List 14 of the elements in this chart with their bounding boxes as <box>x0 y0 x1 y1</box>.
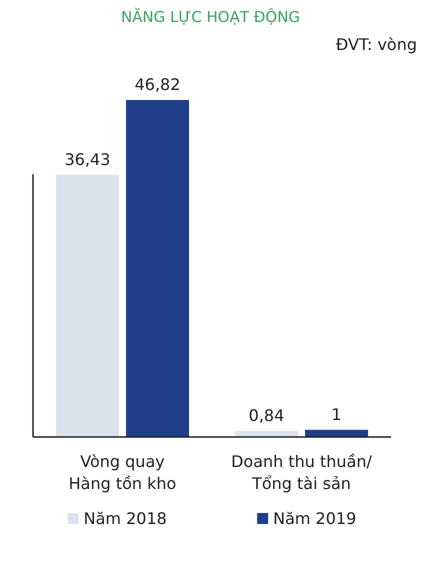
text: ĐVT: vòng <box>336 35 417 54</box>
data-label: 36,43 <box>64 150 110 169</box>
bar <box>56 174 119 437</box>
legend-label: Năm 2018 <box>84 509 167 528</box>
x-tick-label: Vòng quay Hàng tồn kho <box>68 452 176 493</box>
data-label: 1 <box>331 404 342 424</box>
legend-label: Năm 2019 <box>273 509 356 528</box>
x-tick-label: Doanh thu thuần/ Tổng tài sản <box>231 452 373 493</box>
data-label: 0,84 <box>248 406 284 425</box>
bar <box>305 430 368 437</box>
chart-title: NĂNG LỰC HOẠT ĐỘNG <box>120 7 300 26</box>
bar <box>234 430 298 437</box>
bar <box>126 100 190 437</box>
data-label: 46,82 <box>134 75 180 94</box>
